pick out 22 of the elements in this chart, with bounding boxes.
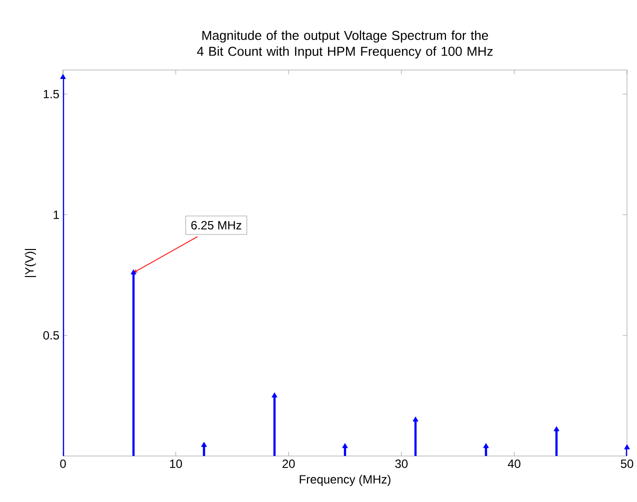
point: [272, 392, 278, 398]
chart-title: Magnitude of the output Voltage Spectrum for the 4 Bit Count with Input HPM Frequency of 100 MHz: [197, 30, 493, 58]
point: [130, 269, 136, 274]
point: [201, 442, 207, 447]
point: [483, 443, 489, 448]
x-tick-label: 30: [395, 460, 408, 468]
y-axis-title: |Y(V)|: [24, 249, 36, 277]
point: [624, 444, 630, 450]
point: [60, 74, 66, 79]
point: [412, 416, 418, 422]
y-tick-label: 1: [54, 210, 59, 219]
x-tick-label: 40: [508, 460, 520, 468]
point: [342, 443, 348, 448]
y-tick-label: 1.5: [44, 90, 59, 98]
x-tick-label: 20: [282, 460, 295, 468]
x-tick-label: 10: [170, 460, 182, 468]
y-tick-label: 0.5: [43, 331, 59, 340]
point: [554, 426, 560, 432]
x-tick-label: 0: [60, 460, 66, 468]
x-axis-title: Frequency (MHz): [300, 474, 390, 486]
annotation: 6.25 MHz: [191, 220, 242, 230]
x-tick-label: 50: [620, 460, 634, 468]
